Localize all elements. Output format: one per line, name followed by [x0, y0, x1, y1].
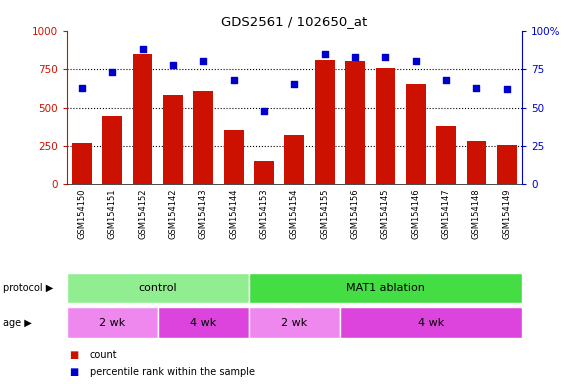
Text: MAT1 ablation: MAT1 ablation [346, 283, 425, 293]
Text: GSM154151: GSM154151 [108, 189, 117, 239]
Bar [102, 116, 122, 184]
Text: GSM154156: GSM154156 [350, 189, 360, 239]
Bar [254, 161, 274, 184]
Text: GSM154149: GSM154149 [502, 189, 512, 239]
Text: age ▶: age ▶ [3, 318, 32, 328]
Bar [284, 135, 304, 184]
Point [138, 46, 147, 52]
Bar [375, 68, 396, 184]
Text: GSM154155: GSM154155 [320, 189, 329, 239]
Text: ■: ■ [70, 367, 79, 377]
Bar [249, 273, 522, 303]
Bar [466, 141, 487, 184]
Bar [72, 143, 92, 184]
Point [77, 84, 86, 91]
Point [198, 58, 208, 65]
Bar [224, 130, 244, 184]
Bar [193, 91, 213, 184]
Text: GDS2561 / 102650_at: GDS2561 / 102650_at [221, 15, 368, 28]
Point [259, 108, 269, 114]
Bar [406, 84, 426, 184]
Bar [315, 60, 335, 184]
Bar [158, 307, 249, 338]
Bar [345, 61, 365, 184]
Bar [163, 95, 183, 184]
Text: GSM154154: GSM154154 [290, 189, 299, 239]
Text: GSM154152: GSM154152 [138, 189, 147, 239]
Point [168, 61, 177, 68]
Text: GSM154148: GSM154148 [472, 189, 481, 239]
Point [380, 54, 390, 60]
Text: GSM154147: GSM154147 [441, 189, 451, 239]
Bar [67, 307, 158, 338]
Text: 2 wk: 2 wk [99, 318, 125, 328]
Text: 2 wk: 2 wk [281, 318, 307, 328]
Text: ■: ■ [70, 350, 79, 360]
Bar [340, 307, 522, 338]
Bar [436, 126, 456, 184]
Text: control: control [139, 283, 177, 293]
Point [502, 86, 512, 92]
Text: percentile rank within the sample: percentile rank within the sample [90, 367, 255, 377]
Point [472, 84, 481, 91]
Text: GSM154143: GSM154143 [199, 189, 208, 239]
Text: GSM154142: GSM154142 [168, 189, 177, 239]
Text: GSM154153: GSM154153 [259, 189, 269, 239]
Text: GSM154145: GSM154145 [381, 189, 390, 239]
Point [320, 51, 329, 57]
Point [411, 58, 420, 65]
Text: GSM154146: GSM154146 [411, 189, 420, 239]
Bar [133, 54, 153, 184]
Point [350, 54, 360, 60]
Point [441, 77, 451, 83]
Text: 4 wk: 4 wk [418, 318, 444, 328]
Text: GSM154150: GSM154150 [77, 189, 86, 239]
Point [229, 77, 238, 83]
Text: protocol ▶: protocol ▶ [3, 283, 53, 293]
Text: 4 wk: 4 wk [190, 318, 216, 328]
Point [108, 69, 117, 75]
Point [290, 81, 299, 88]
Bar [497, 146, 517, 184]
Bar [249, 307, 340, 338]
Bar [67, 273, 249, 303]
Text: GSM154144: GSM154144 [229, 189, 238, 239]
Text: count: count [90, 350, 118, 360]
